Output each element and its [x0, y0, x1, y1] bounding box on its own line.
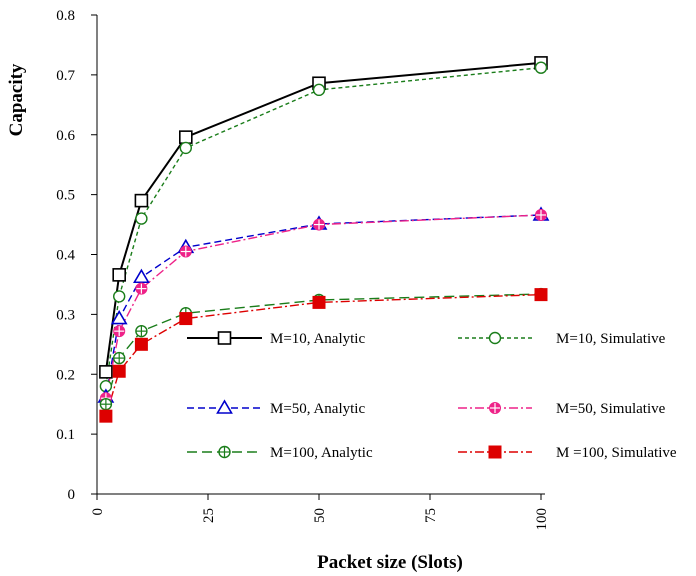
data-point: [134, 193, 149, 208]
data-point: [312, 295, 326, 309]
legend-marker: [489, 402, 501, 414]
legend-marker: [216, 399, 233, 414]
y-tick-label: 0.1: [56, 427, 75, 443]
legend-marker: [217, 331, 232, 345]
data-point: [179, 141, 193, 155]
data-point: [534, 61, 548, 74]
axes: 0 0.1 0.2 0.3 0.4 0.5 0.6 0.7 0.8 0 25 50 75 100: [56, 8, 550, 531]
data-point: [134, 337, 148, 351]
x-tick-label: 0: [90, 508, 106, 516]
data-point: [112, 364, 126, 378]
legend-item: M=10, Simulative: [458, 331, 666, 347]
y-tick-label: 0.5: [56, 188, 75, 204]
y-tick-label: 0.7: [56, 68, 75, 84]
series-line: [105, 66, 542, 387]
data-point: [135, 324, 148, 338]
series-line: [105, 214, 542, 399]
x-tick-label: 50: [312, 508, 328, 523]
x-tick-label: 75: [423, 508, 439, 523]
legend-label: M=10, Analytic: [270, 331, 365, 347]
legend-item: M=50, Analytic: [187, 399, 365, 417]
series-lines: [104, 61, 542, 417]
data-point: [179, 245, 192, 258]
data-point: [135, 212, 148, 225]
x-tick-label: 25: [201, 508, 217, 523]
legend-marker: [218, 445, 231, 459]
legend-item: M =100, Simulative: [458, 445, 677, 461]
data-point: [535, 208, 547, 221]
series-markers: [97, 56, 550, 423]
y-tick-label: 0.4: [56, 248, 75, 264]
legend-item: M=50, Simulative: [458, 401, 666, 417]
data-point: [99, 397, 113, 411]
data-point: [179, 312, 193, 326]
data-point: [534, 288, 548, 302]
data-point: [133, 268, 150, 284]
data-point: [99, 409, 113, 423]
data-point: [110, 309, 128, 325]
series-line: [105, 293, 542, 417]
data-point: [112, 268, 126, 282]
legend: M=10, Analytic M=10, Simulative M=50, Anal…: [187, 331, 677, 461]
data-point: [99, 365, 113, 379]
y-tick-label: 0.8: [56, 8, 75, 24]
legend-label: M=100, Analytic: [270, 445, 373, 461]
legend-label: M=10, Simulative: [556, 331, 666, 347]
y-tick-label: 0.6: [56, 128, 75, 144]
x-tick-label: 100: [534, 508, 550, 531]
y-tick-label: 0.2: [56, 367, 75, 383]
y-tick-label: 0: [68, 487, 76, 503]
legend-marker: [488, 331, 502, 345]
series-line: [105, 293, 542, 405]
data-point: [135, 282, 148, 295]
data-point: [312, 83, 326, 97]
y-axis-label: Capacity: [6, 63, 27, 136]
legend-label: M=50, Analytic: [270, 401, 365, 417]
y-tick-label: 0.3: [56, 307, 75, 323]
data-point: [112, 290, 126, 303]
data-point: [112, 351, 126, 365]
legend-marker: [488, 445, 502, 459]
legend-item: M=10, Analytic: [187, 331, 365, 347]
legend-label: M =100, Simulative: [556, 445, 677, 461]
legend-label: M=50, Simulative: [556, 401, 666, 417]
data-point: [313, 218, 325, 231]
legend-item: M=100, Analytic: [187, 445, 373, 461]
x-axis-label: Packet size (Slots): [317, 552, 463, 573]
data-point: [179, 130, 193, 144]
data-point: [113, 325, 126, 338]
